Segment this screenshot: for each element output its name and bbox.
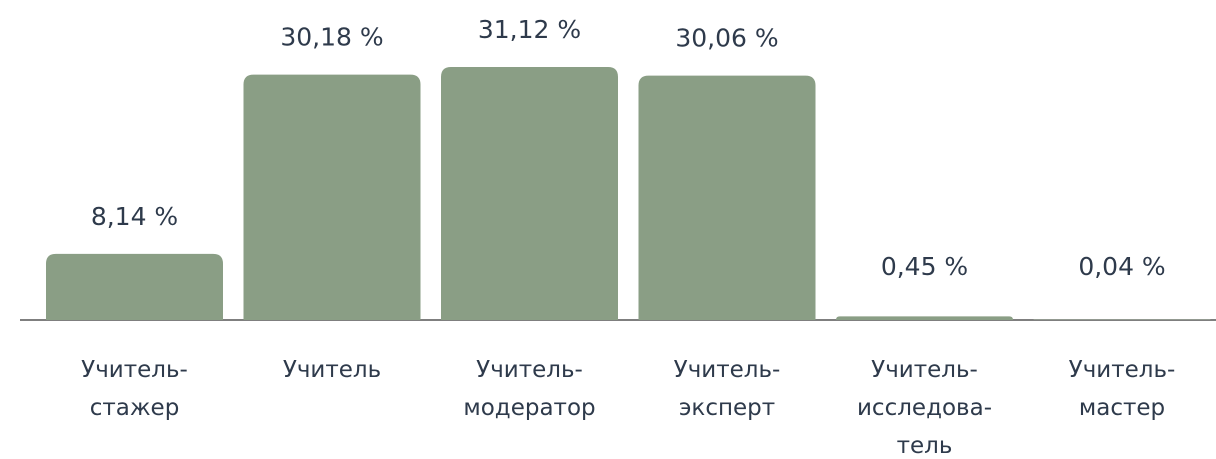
category-label: Учитель- стажер — [81, 357, 188, 421]
category-label: Учитель- исследова- тель — [856, 357, 992, 459]
category-label: Учитель- мастер — [1068, 357, 1176, 421]
category-label: Учитель — [282, 357, 382, 383]
value-label: 8,14 % — [91, 202, 178, 231]
value-label: 30,06 % — [675, 24, 778, 53]
value-label: 0,45 % — [881, 252, 968, 281]
bar — [836, 316, 1013, 320]
value-label: 30,18 % — [280, 23, 383, 52]
value-label: 31,12 % — [478, 15, 581, 44]
bar — [46, 253, 223, 320]
category-label: Учитель- модератор — [463, 357, 596, 421]
category-label: Учитель- эксперт — [673, 357, 781, 421]
bar — [243, 74, 421, 320]
bar — [441, 67, 618, 320]
bar — [638, 75, 816, 320]
value-label: 0,04 % — [1078, 252, 1165, 281]
